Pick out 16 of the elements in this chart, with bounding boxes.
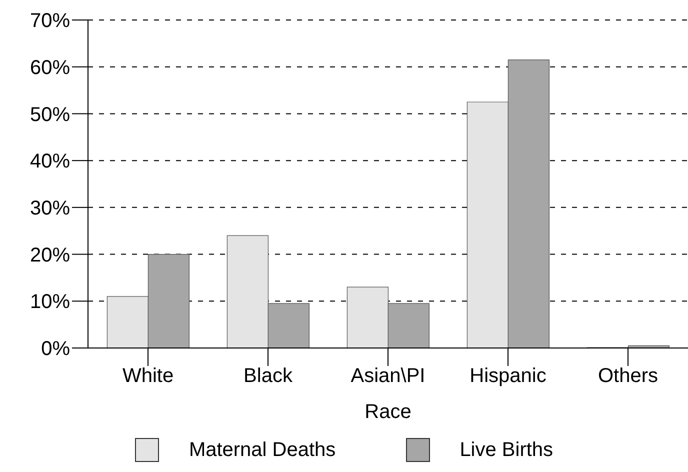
y-tick-label: 10% <box>30 291 70 314</box>
y-tick-label: 60% <box>30 56 70 79</box>
x-axis-title: Race <box>364 401 412 424</box>
y-tick-label: 20% <box>30 244 70 266</box>
y-tick-label: 30% <box>30 198 70 220</box>
x-tick-label: White <box>122 365 174 388</box>
legend-label: Live Births <box>460 438 554 462</box>
y-tick-label: 70% <box>30 10 70 32</box>
x-tick-label: Hispanic <box>470 365 546 388</box>
y-tick-label: 50% <box>30 104 70 126</box>
x-tick-label: Black <box>244 365 294 388</box>
legend-label: Maternal Deaths <box>188 438 336 462</box>
y-tick-label: 0% <box>41 338 70 360</box>
x-tick-label: Others <box>598 365 658 388</box>
y-tick-label: 40% <box>30 150 70 173</box>
x-tick-label: Asian\PI <box>350 365 426 388</box>
